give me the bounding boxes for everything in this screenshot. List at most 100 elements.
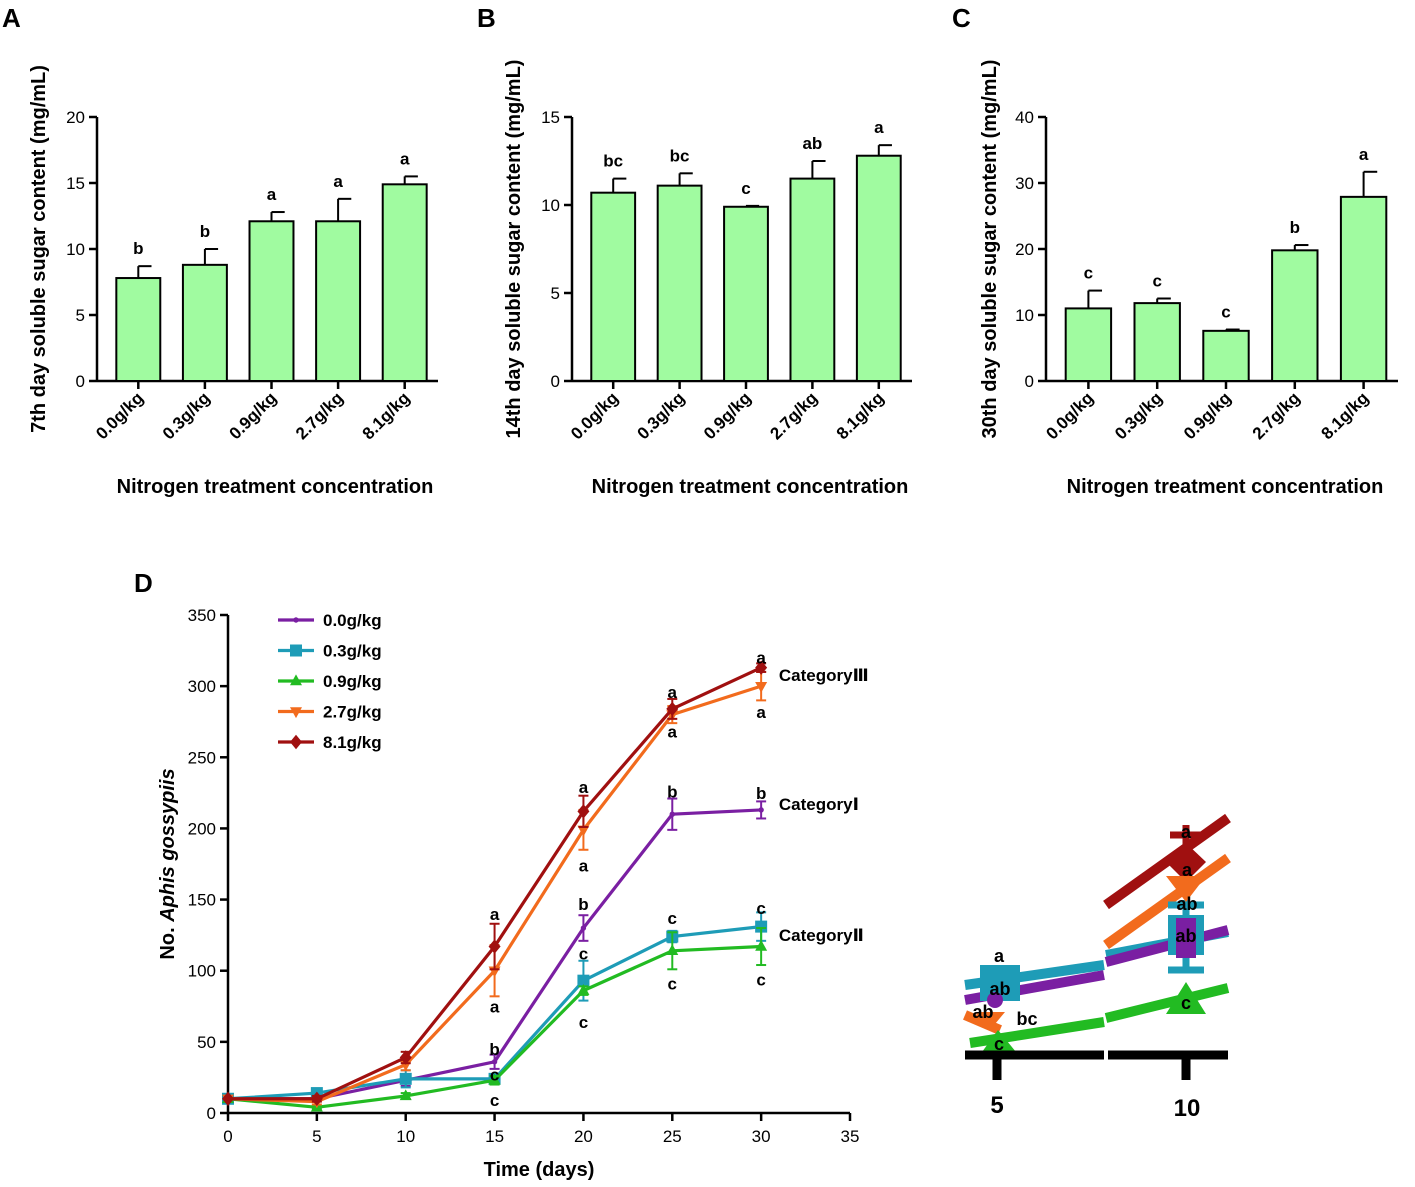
significance-letter: c (1152, 272, 1161, 291)
significance-letter: a (874, 118, 884, 137)
y-axis-title: 7th day soluble sugar content (mg/mL) (28, 65, 50, 433)
significance-letter: c (668, 975, 677, 994)
data-point (580, 925, 587, 931)
x-tick-label: 10 (396, 1127, 415, 1146)
legend: 0.0g/kg 0.3g/kg 0.9g/kg 2.7g/kg 8.1g/kg (278, 611, 382, 752)
category-label: CategoryⅢ (779, 666, 869, 685)
x-tick-label: 35 (841, 1127, 860, 1146)
x-tick-label: 0.9g/kg (225, 388, 280, 443)
y-tick-label: 5 (551, 284, 560, 303)
x-tick-label: 2.7g/kg (292, 388, 347, 443)
inset-significance-letter: c (994, 1034, 1004, 1054)
panel-letter-b: B (477, 3, 496, 33)
y-tick-label: 0 (207, 1104, 216, 1123)
y-tick-label: 250 (188, 748, 216, 767)
x-tick-label: 0.0g/kg (1042, 388, 1097, 443)
panel-letter-c: C (952, 3, 971, 33)
significance-letter: a (400, 149, 410, 168)
inset-significance-letter: a (994, 946, 1005, 966)
data-point (290, 734, 302, 750)
bar (1339, 195, 1388, 382)
significance-letter: a (490, 997, 500, 1016)
y-tick-label: 20 (66, 108, 85, 127)
inset-tick-label: 10 (1174, 1095, 1201, 1122)
inset-significance-letter: a (1181, 822, 1192, 842)
data-point (399, 1072, 412, 1085)
significance-letter: a (756, 649, 766, 668)
significance-letter: c (756, 899, 765, 918)
significance-letter: ab (802, 134, 822, 153)
x-tick-label: 0.3g/kg (1111, 388, 1166, 443)
significance-letter: b (578, 895, 588, 914)
significance-letter: a (668, 683, 678, 702)
data-point (488, 939, 501, 954)
data-point (669, 811, 675, 817)
significance-letter: a (579, 856, 589, 875)
bar (248, 220, 295, 382)
y-tick-label: 10 (1015, 306, 1034, 325)
data-point (666, 701, 679, 717)
data-point (755, 939, 768, 951)
inset-marker (982, 1030, 1016, 1052)
bar (855, 154, 902, 382)
x-tick-label: 8.1g/kg (1318, 388, 1373, 443)
inset-significance-letter: ab (989, 979, 1010, 999)
significance-letter: c (490, 1066, 499, 1085)
data-point (577, 804, 590, 819)
significance-letter: bc (670, 146, 690, 165)
inset-marker (1166, 843, 1206, 882)
data-point (755, 681, 768, 693)
bar (723, 205, 769, 382)
legend-label: 2.7g/kg (323, 703, 382, 722)
y-tick-label: 50 (197, 1033, 216, 1052)
bar (789, 177, 836, 382)
y-tick-label: 350 (188, 606, 216, 625)
significance-letter: a (1359, 145, 1369, 164)
inset-significance-letter: ab (1176, 894, 1197, 914)
legend-label: 0.3g/kg (323, 642, 382, 661)
data-point (290, 707, 302, 719)
inset-significance-letter: a (1182, 860, 1193, 880)
x-tick-label: 0.9g/kg (700, 388, 755, 443)
x-tick-label: 0.9g/kg (1180, 388, 1235, 443)
y-tick-label: 300 (188, 677, 216, 696)
category-label: CategoryⅡ (779, 926, 864, 945)
x-tick-label: 0.3g/kg (634, 388, 689, 443)
significance-letter: a (267, 185, 277, 204)
y-tick-label: 0 (1025, 372, 1034, 391)
bar (590, 191, 637, 382)
significance-letter: b (756, 784, 766, 803)
y-axis-title: 14th day soluble sugar content (mg/mL) (503, 60, 525, 439)
y-tick-label: 100 (188, 962, 216, 981)
bar (1202, 329, 1250, 382)
x-tick-label: 5 (312, 1127, 321, 1146)
data-point (755, 660, 768, 675)
y-tick-label: 200 (188, 819, 216, 838)
bar (656, 184, 703, 382)
inset-marker (987, 992, 1003, 1008)
significance-letter: b (667, 782, 677, 801)
inset-marker (975, 1012, 1005, 1030)
data-point (293, 617, 299, 623)
y-axis-title: No. Aphis gossypiis (157, 768, 179, 959)
x-tick-label: 0.0g/kg (567, 388, 622, 443)
y-tick-label: 0 (551, 372, 560, 391)
category-label: CategoryⅠ (779, 795, 859, 814)
data-point (666, 944, 679, 955)
data-point (290, 674, 302, 686)
inset-tick-label: 5 (990, 1092, 1003, 1119)
significance-letter: a (756, 703, 766, 722)
inset-marker (1166, 876, 1206, 902)
y-tick-label: 150 (188, 891, 216, 910)
line-chart-aphid-count: 0 50 100 150 200 250 300 350 0 5 10 15 20 25 30 35 Time … (157, 606, 869, 1181)
significance-letter: bc (603, 152, 623, 171)
significance-letter: c (741, 179, 750, 198)
significance-letter: a (579, 778, 589, 797)
bar (1064, 307, 1113, 382)
x-tick-label: 15 (485, 1127, 504, 1146)
y-tick-label: 10 (66, 240, 85, 259)
data-point (577, 984, 590, 995)
panel-letter-a: A (2, 3, 21, 33)
y-tick-label: 15 (66, 174, 85, 193)
